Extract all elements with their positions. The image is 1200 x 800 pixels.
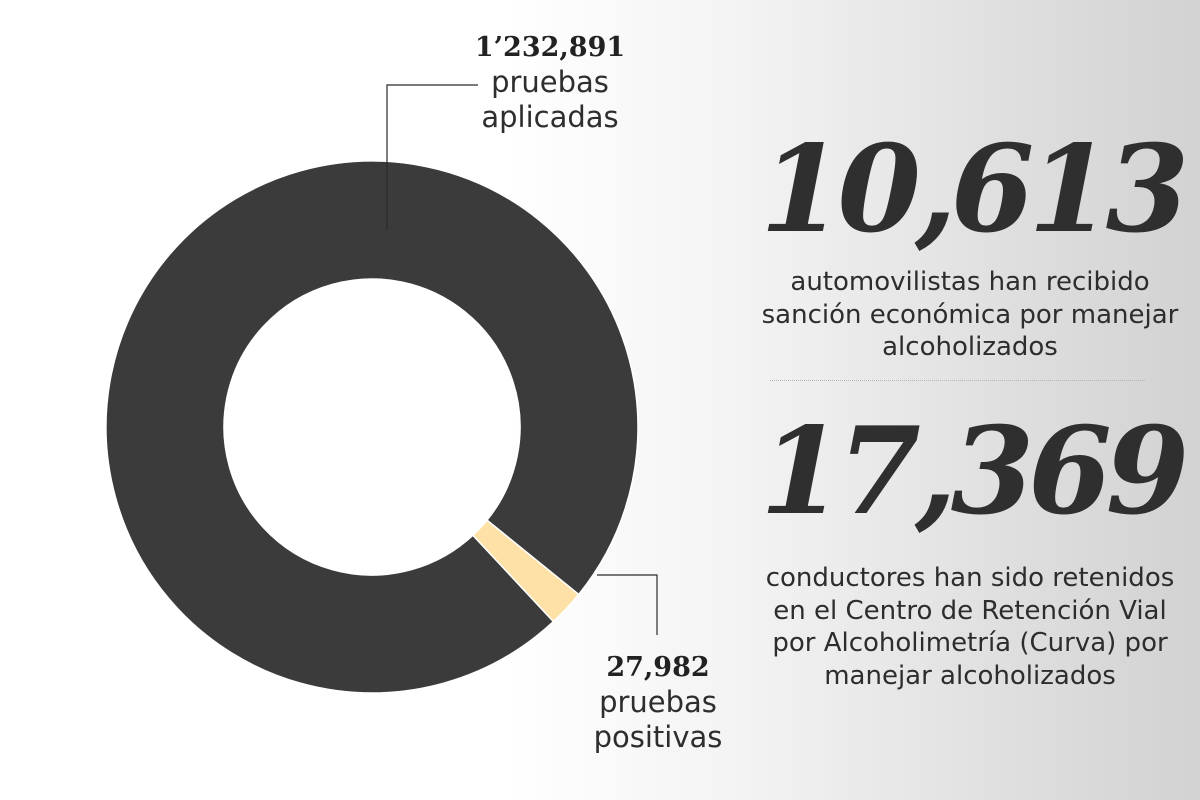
applied-tests-text: pruebas aplicadas <box>481 64 619 135</box>
positive-tests-value: 27,982 <box>606 652 710 683</box>
slice-applied <box>105 160 639 694</box>
positive-tests-label: 27,982 pruebas positivas <box>578 652 738 756</box>
applied-tests-label: 1’232,891 pruebas aplicadas <box>470 32 630 136</box>
leader-line-applied <box>386 84 478 230</box>
sanction-stat-text: automovilistas han recibido sanción econ… <box>761 267 1179 362</box>
applied-tests-value: 1’232,891 <box>474 32 626 63</box>
detention-stat: 17,369 conductores han sido retenidos en… <box>760 401 1189 692</box>
stat-divider <box>770 380 1145 381</box>
detention-stat-text: conductores han sido retenidos en el Cen… <box>765 563 1175 691</box>
detention-stat-number: 17,369 <box>760 401 1189 542</box>
leader-line-positive <box>597 574 658 635</box>
slice-positive <box>471 519 580 623</box>
sanction-stat-number: 10,613 <box>760 119 1189 260</box>
positive-tests-text: pruebas positivas <box>593 684 723 755</box>
sanction-stat: 10,613 automovilistas han recibido sanci… <box>760 119 1189 364</box>
